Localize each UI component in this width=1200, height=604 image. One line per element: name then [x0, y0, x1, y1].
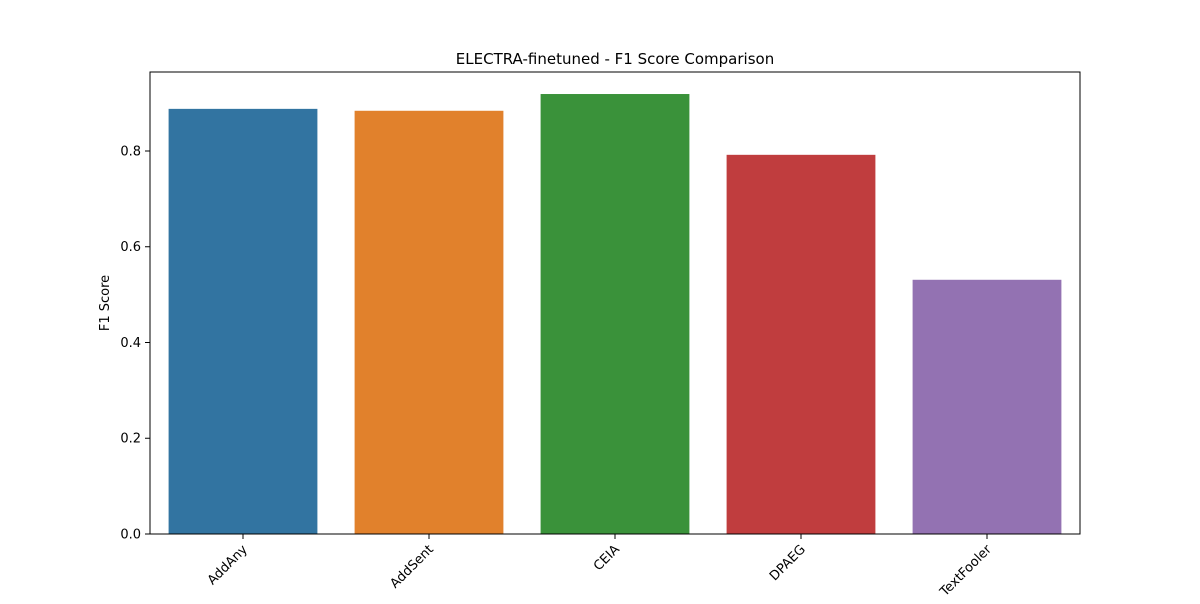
- y-tick-label: 0.8: [120, 144, 141, 159]
- x-axis: AddAny AddSent CEIA DPAEG TextFooler: [205, 534, 995, 600]
- bar-addany: [168, 108, 318, 534]
- y-tick-label: 0.2: [120, 432, 141, 447]
- bar-textfooler: [912, 279, 1062, 534]
- x-tick-label: TextFooler: [937, 542, 996, 600]
- bar-ceia: [540, 94, 690, 534]
- x-tick-label: DPAEG: [767, 542, 809, 584]
- bar-addsent: [354, 110, 504, 535]
- bar-dpaeg: [726, 154, 876, 534]
- chart-title: ELECTRA-finetuned - F1 Score Comparison: [456, 50, 774, 68]
- y-tick-label: 0.0: [120, 528, 141, 543]
- y-axis: 0.0 0.2 0.4 0.6 0.8: [120, 144, 150, 543]
- y-tick-label: 0.4: [120, 336, 141, 351]
- bars-group: [168, 94, 1062, 535]
- y-axis-label: F1 Score: [98, 275, 113, 331]
- y-tick-label: 0.6: [120, 240, 141, 255]
- plot-frame: [149, 71, 1081, 535]
- x-tick-label: AddAny: [205, 542, 251, 588]
- x-tick-label: AddSent: [387, 542, 436, 591]
- x-tick-label: CEIA: [591, 542, 623, 574]
